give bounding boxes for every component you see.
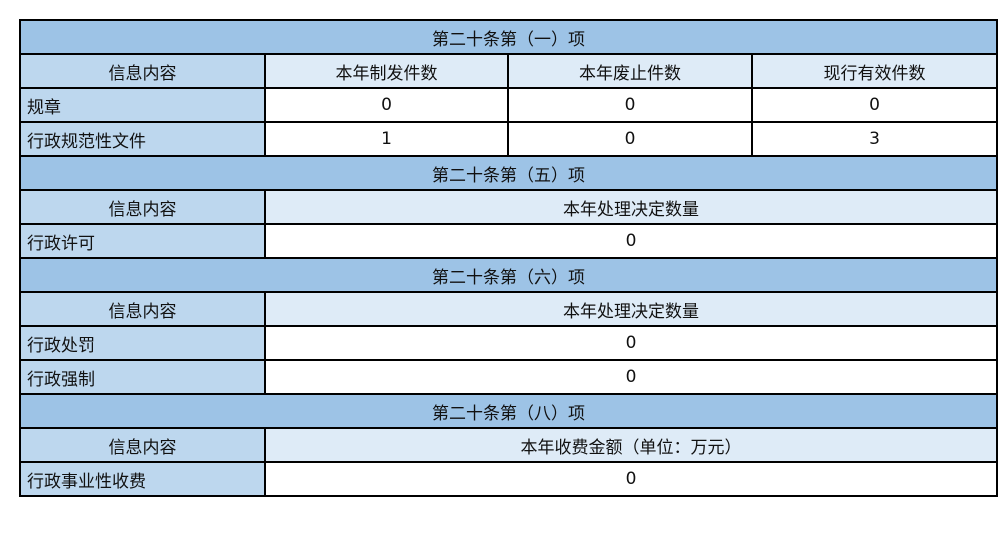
header-row: 信息内容 本年处理决定数量 — [19, 189, 998, 225]
section-title: 第二十条第（八）项 — [19, 393, 998, 429]
table-row: 行政许可 0 — [19, 223, 998, 259]
header-cell: 现行有效件数 — [751, 53, 998, 89]
cell: 0 — [507, 121, 753, 157]
disclosure-table: 第二十条第（一）项 信息内容 本年制发件数 本年废止件数 现行有效件数 规章 0… — [19, 19, 998, 497]
header-row: 信息内容 本年处理决定数量 — [19, 291, 998, 327]
section-title: 第二十条第（六）项 — [19, 257, 998, 293]
cell: 0 — [264, 359, 998, 395]
header-cell: 信息内容 — [19, 189, 266, 225]
header-cell: 信息内容 — [19, 53, 266, 89]
row-label: 行政处罚 — [19, 325, 266, 361]
header-cell: 本年收费金额（单位：万元） — [264, 427, 998, 463]
header-row: 信息内容 本年制发件数 本年废止件数 现行有效件数 — [19, 53, 998, 89]
header-cell: 信息内容 — [19, 291, 266, 327]
cell: 0 — [264, 87, 509, 123]
row-label: 行政事业性收费 — [19, 461, 266, 497]
row-label: 行政强制 — [19, 359, 266, 395]
table-row: 规章 0 0 0 — [19, 87, 998, 123]
row-label: 行政许可 — [19, 223, 266, 259]
section-title: 第二十条第（一）项 — [19, 19, 998, 55]
header-cell: 信息内容 — [19, 427, 266, 463]
table-row: 行政强制 0 — [19, 359, 998, 395]
table-row: 行政事业性收费 0 — [19, 461, 998, 497]
row-label: 行政规范性文件 — [19, 121, 266, 157]
cell: 0 — [751, 87, 998, 123]
cell: 0 — [264, 461, 998, 497]
cell: 0 — [264, 223, 998, 259]
table-row: 行政处罚 0 — [19, 325, 998, 361]
header-row: 信息内容 本年收费金额（单位：万元） — [19, 427, 998, 463]
cell: 0 — [264, 325, 998, 361]
cell: 0 — [507, 87, 753, 123]
row-label: 规章 — [19, 87, 266, 123]
header-cell: 本年制发件数 — [264, 53, 509, 89]
cell: 1 — [264, 121, 509, 157]
table-row: 行政规范性文件 1 0 3 — [19, 121, 998, 157]
section-title: 第二十条第（五）项 — [19, 155, 998, 191]
header-cell: 本年废止件数 — [507, 53, 753, 89]
header-cell: 本年处理决定数量 — [264, 189, 998, 225]
header-cell: 本年处理决定数量 — [264, 291, 998, 327]
cell: 3 — [751, 121, 998, 157]
